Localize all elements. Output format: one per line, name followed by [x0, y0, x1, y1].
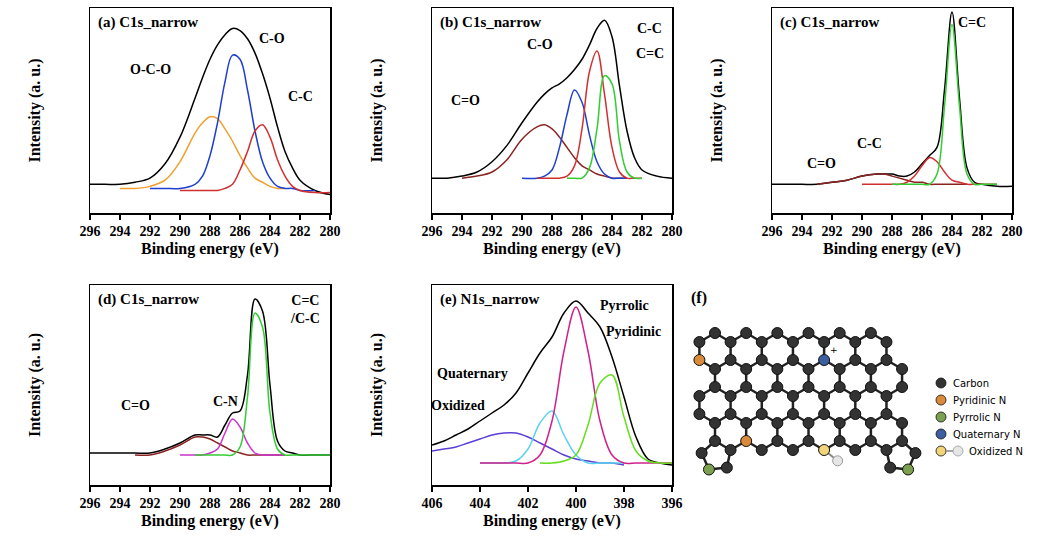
svg-text:Oxidized N: Oxidized N — [969, 446, 1023, 457]
svg-text:Pyrrolic: Pyrrolic — [600, 298, 649, 313]
svg-text:Binding energy (eV): Binding energy (eV) — [823, 240, 961, 258]
svg-text:292: 292 — [140, 496, 161, 511]
svg-text:288: 288 — [542, 224, 563, 239]
svg-text:(d) C1s_narrow: (d) C1s_narrow — [98, 291, 199, 308]
svg-text:290: 290 — [170, 496, 191, 511]
svg-text:C=O: C=O — [121, 398, 150, 413]
svg-text:C=O: C=O — [451, 93, 480, 108]
svg-text:Oxidized: Oxidized — [431, 398, 485, 413]
svg-text:Binding energy (eV): Binding energy (eV) — [141, 240, 279, 258]
svg-text:286: 286 — [230, 224, 251, 239]
svg-text:292: 292 — [822, 224, 843, 239]
svg-text:282: 282 — [290, 496, 311, 511]
svg-text:296: 296 — [80, 224, 101, 239]
svg-text:296: 296 — [762, 224, 783, 239]
svg-text:294: 294 — [110, 224, 131, 239]
svg-text:282: 282 — [632, 224, 653, 239]
svg-text:400: 400 — [566, 496, 587, 511]
svg-text:C=O: C=O — [807, 156, 836, 171]
svg-text:280: 280 — [662, 224, 683, 239]
svg-text:(a) C1s_narrow: (a) C1s_narrow — [98, 14, 198, 31]
svg-text:402: 402 — [518, 496, 539, 511]
svg-text:294: 294 — [792, 224, 813, 239]
svg-text:C-C: C-C — [637, 21, 662, 36]
svg-text:Binding energy (eV): Binding energy (eV) — [483, 240, 621, 258]
svg-text:290: 290 — [852, 224, 873, 239]
svg-text:286: 286 — [912, 224, 933, 239]
svg-text:C-C: C-C — [857, 136, 882, 151]
svg-text:C-N: C-N — [213, 394, 238, 409]
svg-text:Intensity (a. u.): Intensity (a. u.) — [708, 58, 726, 162]
svg-text:C-C: C-C — [288, 89, 313, 104]
svg-text:284: 284 — [260, 224, 281, 239]
svg-text:(c) C1s_narrow: (c) C1s_narrow — [780, 14, 879, 31]
svg-text:C=C: C=C — [636, 46, 664, 61]
svg-text:O-C-O: O-C-O — [130, 62, 171, 77]
svg-text:Quaternary: Quaternary — [437, 366, 508, 381]
svg-text:404: 404 — [470, 496, 491, 511]
svg-text:290: 290 — [170, 224, 191, 239]
svg-text:284: 284 — [260, 496, 281, 511]
svg-text:Pyridinic: Pyridinic — [606, 324, 661, 339]
svg-text:+: + — [830, 345, 838, 355]
svg-text:284: 284 — [602, 224, 623, 239]
svg-text:288: 288 — [200, 496, 221, 511]
svg-text:C-O: C-O — [259, 31, 285, 46]
svg-text:Quaternary N: Quaternary N — [953, 429, 1021, 440]
svg-text:396: 396 — [662, 496, 683, 511]
svg-text:Intensity (a. u.): Intensity (a. u.) — [368, 333, 386, 437]
svg-text:292: 292 — [482, 224, 503, 239]
svg-text:(e) N1s_narrow: (e) N1s_narrow — [440, 291, 539, 308]
svg-text:Binding energy (eV): Binding energy (eV) — [483, 512, 621, 530]
svg-text:296: 296 — [80, 496, 101, 511]
svg-text:C=C/C-C: C=C/C-C — [290, 293, 320, 326]
svg-text:(f): (f) — [691, 289, 707, 307]
svg-text:288: 288 — [882, 224, 903, 239]
svg-text:Pyridinic N: Pyridinic N — [953, 395, 1006, 406]
svg-text:282: 282 — [972, 224, 993, 239]
svg-text:Binding energy (eV): Binding energy (eV) — [141, 512, 279, 530]
svg-text:Intensity (a. u.): Intensity (a. u.) — [26, 333, 44, 437]
svg-text:Intensity (a. u.): Intensity (a. u.) — [26, 58, 44, 162]
svg-text:398: 398 — [614, 496, 635, 511]
svg-text:Carbon: Carbon — [953, 378, 989, 389]
svg-text:C=C: C=C — [958, 15, 986, 30]
svg-text:286: 286 — [572, 224, 593, 239]
svg-text:294: 294 — [452, 224, 473, 239]
svg-text:296: 296 — [422, 224, 443, 239]
svg-text:(b) C1s_narrow: (b) C1s_narrow — [440, 14, 541, 31]
svg-text:282: 282 — [290, 224, 311, 239]
svg-text:Intensity (a. u.): Intensity (a. u.) — [368, 58, 386, 162]
svg-text:292: 292 — [140, 224, 161, 239]
svg-text:Pyrrolic N: Pyrrolic N — [953, 412, 1001, 423]
svg-text:280: 280 — [320, 224, 341, 239]
svg-text:286: 286 — [230, 496, 251, 511]
svg-text:280: 280 — [320, 496, 341, 511]
svg-text:294: 294 — [110, 496, 131, 511]
svg-text:406: 406 — [422, 496, 443, 511]
svg-text:284: 284 — [942, 224, 963, 239]
svg-text:288: 288 — [200, 224, 221, 239]
svg-text:C-O: C-O — [527, 37, 553, 52]
svg-text:280: 280 — [1002, 224, 1023, 239]
svg-text:290: 290 — [512, 224, 533, 239]
